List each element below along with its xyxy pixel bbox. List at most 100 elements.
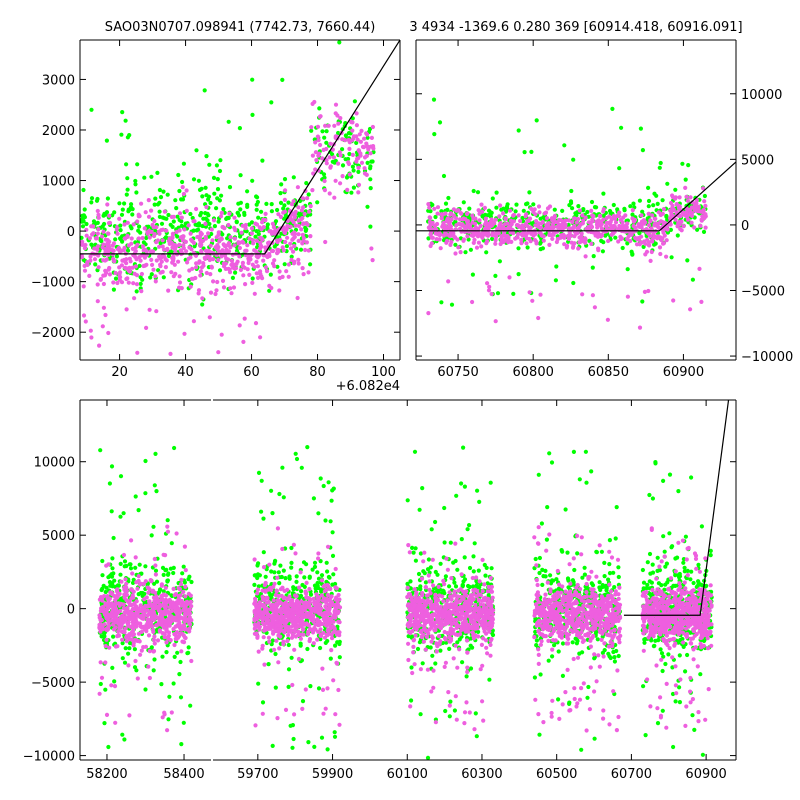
data-point (703, 225, 708, 230)
data-point (174, 531, 179, 536)
data-point (470, 213, 475, 218)
data-point (122, 660, 128, 665)
data-point (308, 234, 313, 239)
data-point (683, 177, 688, 182)
data-point (211, 257, 216, 262)
data-point (654, 223, 659, 228)
data-point (302, 211, 307, 217)
data-point (135, 242, 140, 247)
data-point (330, 488, 335, 493)
data-point (128, 562, 133, 567)
data-point (527, 190, 532, 195)
data-point (357, 132, 362, 137)
data-point (628, 232, 633, 237)
data-point (260, 646, 265, 651)
data-point (271, 598, 276, 603)
data-point (168, 222, 173, 227)
data-point (252, 582, 257, 588)
data-point (281, 495, 286, 500)
data-point (209, 265, 214, 270)
data-point (577, 208, 582, 213)
data-point (685, 198, 691, 203)
data-point (144, 235, 149, 241)
data-point (702, 193, 708, 199)
data-point (289, 655, 294, 660)
data-point (648, 258, 653, 263)
data-point (310, 101, 315, 106)
data-point (368, 151, 373, 156)
data-point (261, 225, 266, 230)
data-point (122, 222, 127, 227)
data-point (191, 177, 197, 182)
data-point (689, 211, 694, 216)
data-point (267, 251, 272, 257)
data-point (237, 126, 242, 131)
data-point (97, 691, 102, 696)
data-point (265, 625, 270, 630)
data-point (154, 309, 159, 314)
data-point (103, 687, 108, 692)
data-point (259, 509, 264, 514)
data-point (165, 518, 170, 523)
data-point (89, 200, 94, 205)
data-point (309, 125, 314, 130)
data-point (606, 238, 611, 244)
data-point (141, 248, 146, 253)
data-point (151, 588, 156, 593)
data-point (461, 238, 466, 243)
data-point (279, 574, 284, 580)
data-point (697, 266, 702, 271)
data-point (87, 236, 92, 241)
data-point (105, 626, 111, 632)
data-point (148, 275, 153, 280)
data-point (158, 609, 163, 614)
data-point (308, 616, 313, 621)
data-point (429, 241, 434, 246)
data-point (642, 289, 648, 294)
data-point (216, 230, 221, 235)
data-point (651, 235, 656, 240)
data-point (514, 202, 519, 207)
data-point (172, 642, 177, 648)
title-right: 3 4934 -1369.6 0.280 369 [60914.418, 609… (409, 20, 742, 35)
data-point (230, 275, 235, 280)
data-point (228, 286, 233, 291)
data-point (420, 661, 425, 666)
zoom-ytick-label: 2000 (42, 124, 75, 139)
data-point (211, 218, 217, 223)
data-point (167, 694, 172, 699)
data-point (118, 514, 123, 519)
data-point (613, 235, 618, 240)
data-point (235, 210, 240, 215)
data-point (325, 544, 331, 549)
data-point (300, 612, 305, 617)
data-point (368, 224, 373, 229)
data-point (585, 209, 590, 215)
data-point (158, 195, 164, 200)
data-point (343, 133, 348, 138)
data-point (217, 168, 223, 174)
data-point (260, 711, 265, 716)
data-point (111, 634, 116, 639)
data-point (350, 152, 355, 157)
data-point (182, 227, 187, 232)
data-point (252, 557, 257, 562)
data-point (485, 239, 490, 244)
data-point (151, 668, 156, 673)
data-point (169, 214, 174, 219)
data-point (131, 281, 136, 286)
data-point (237, 323, 242, 328)
data-point (89, 335, 94, 340)
data-point (182, 544, 187, 549)
data-point (242, 210, 247, 215)
data-point (368, 177, 373, 182)
data-point (276, 623, 281, 628)
data-point (166, 717, 171, 722)
data-point (300, 222, 306, 227)
data-point (136, 236, 141, 241)
data-point (187, 607, 193, 612)
data-point (657, 165, 662, 170)
data-point (124, 276, 129, 282)
data-point (98, 277, 103, 282)
data-point (571, 280, 576, 286)
